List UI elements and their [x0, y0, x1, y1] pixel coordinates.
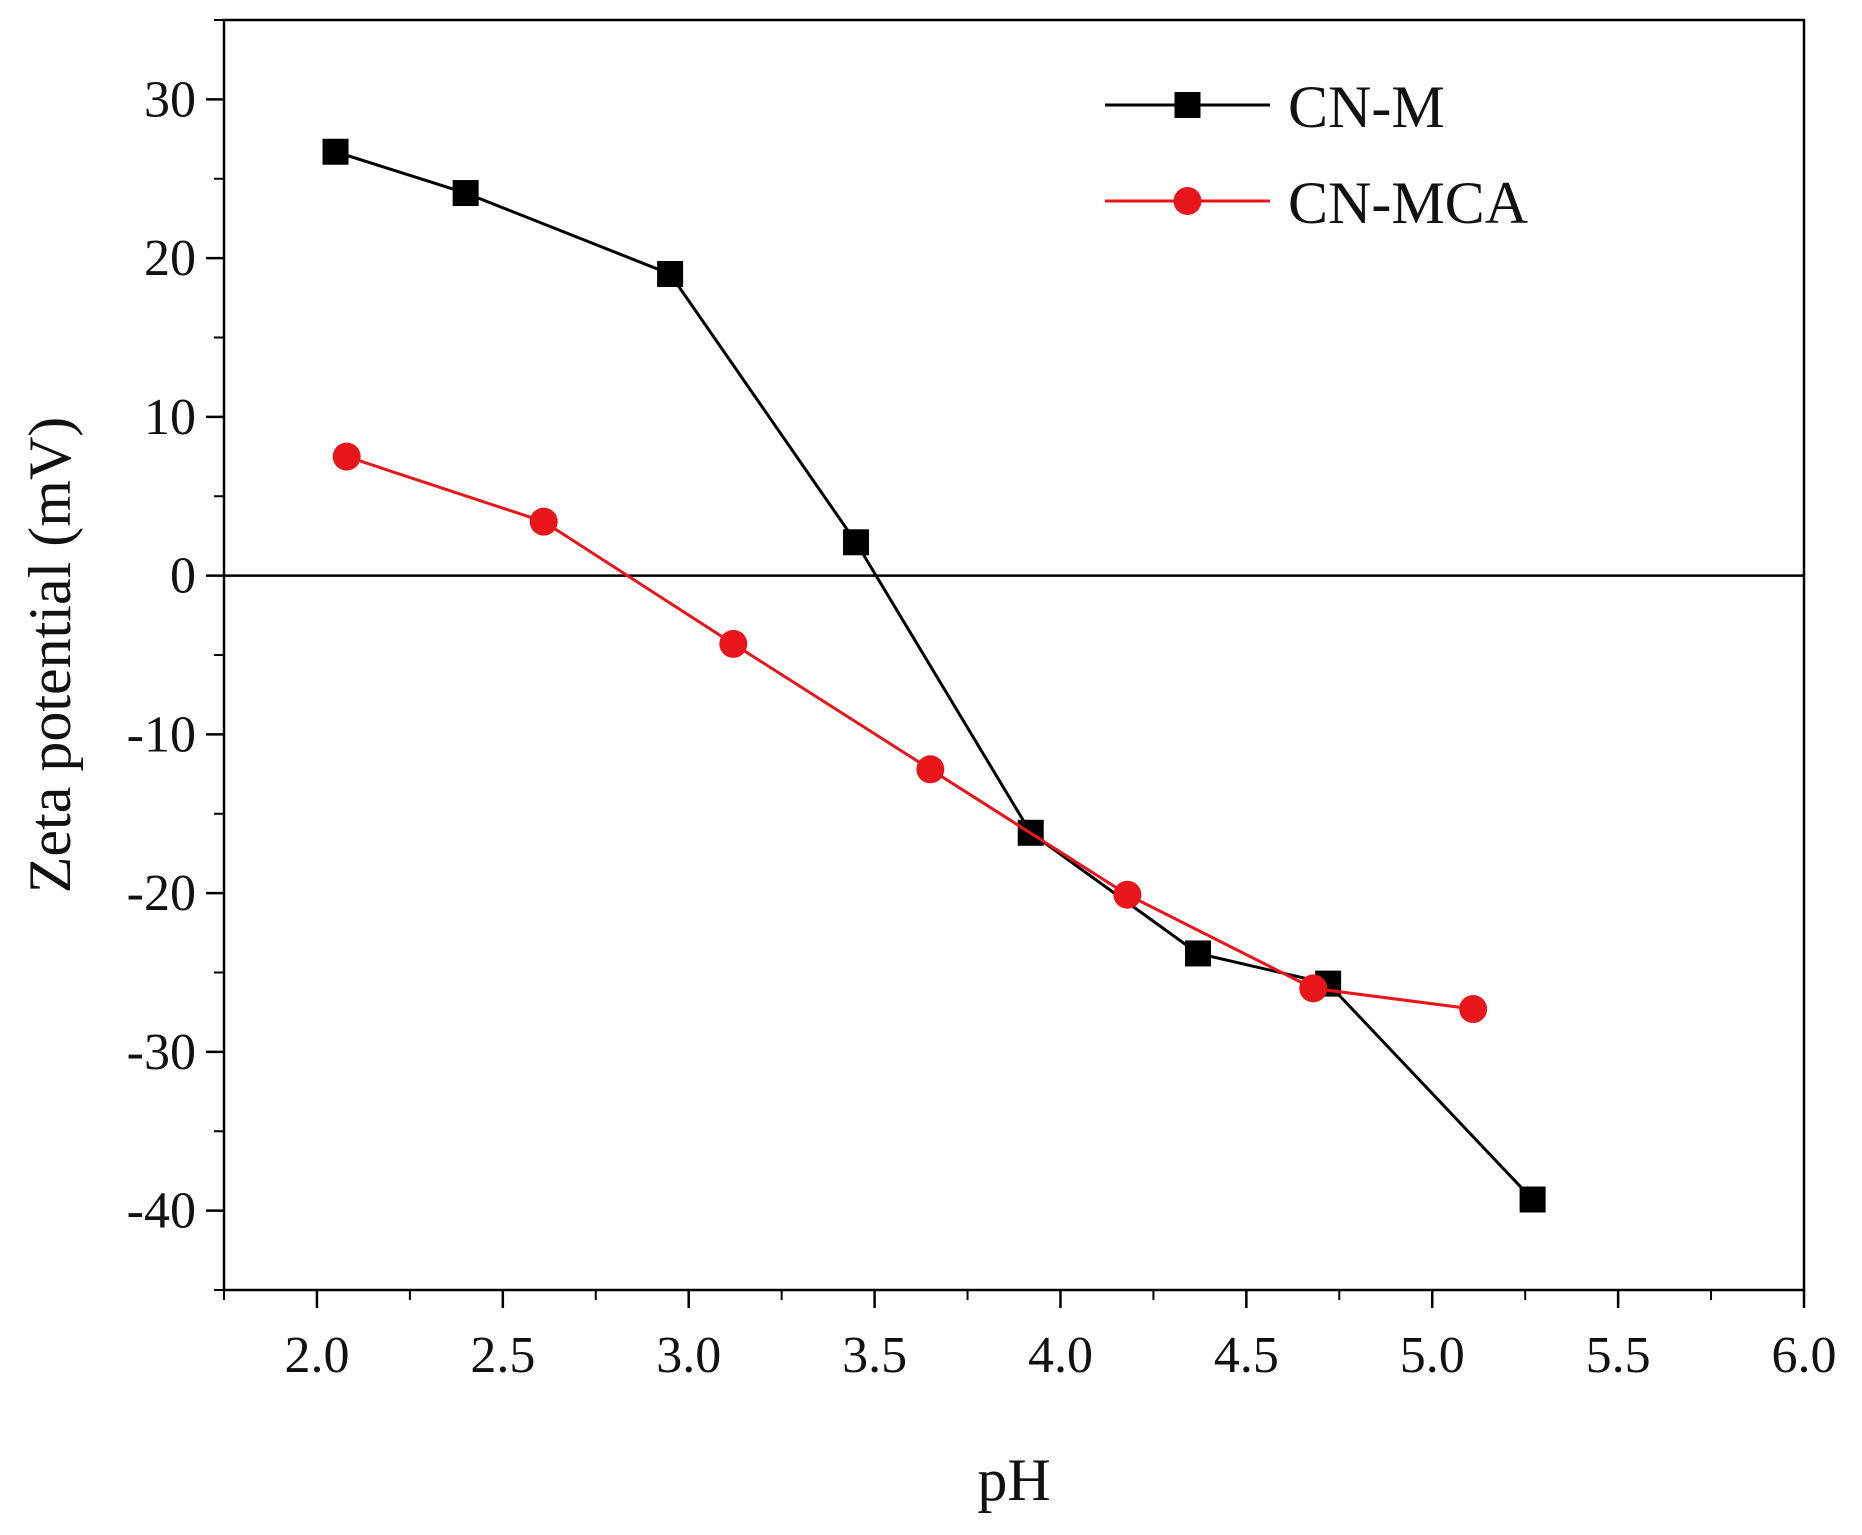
- data-point-cn-m: [657, 261, 684, 287]
- data-point-cn-m: [1519, 1186, 1546, 1213]
- data-point-cn-mca: [1113, 880, 1142, 909]
- legend-marker-cn-m: [1174, 92, 1201, 118]
- y-axis-title: Zeta potential (mV): [17, 417, 83, 893]
- x-tick-label: 3.5: [842, 1327, 907, 1384]
- data-point-cn-mca: [916, 755, 945, 784]
- legend-marker-cn-mca: [1173, 187, 1202, 215]
- legend: CN-M CN-MCA: [1105, 74, 1528, 236]
- data-point-cn-m: [843, 529, 869, 556]
- y-tick-label: 0: [170, 548, 196, 605]
- y-tick-label: 30: [144, 71, 196, 128]
- x-axis-title: pH: [977, 1447, 1050, 1513]
- plot-frame: [222, 18, 1806, 1292]
- y-tick-label: -40: [127, 1183, 196, 1240]
- data-point-cn-mca: [1299, 974, 1328, 1003]
- y-tick-label: -20: [127, 865, 196, 922]
- data-point-cn-mca: [332, 442, 361, 471]
- legend-label-cn-m: CN-M: [1288, 74, 1445, 140]
- y-tick-label: -10: [127, 706, 196, 763]
- data-point-cn-mca: [719, 629, 748, 658]
- x-tick-label: 2.0: [284, 1327, 349, 1384]
- data-point-cn-mca: [1459, 995, 1488, 1024]
- y-tick-label: 10: [144, 389, 196, 446]
- series-line-cn-m: [335, 150, 1534, 1201]
- x-tick-label: 4.0: [1028, 1327, 1093, 1384]
- series-cn-m: [322, 138, 1546, 1213]
- y-tick-label: 20: [144, 230, 196, 287]
- series-layer: [322, 138, 1546, 1213]
- data-point-cn-m: [452, 180, 479, 207]
- x-tick-label: 3.0: [656, 1327, 721, 1384]
- y-tick-label: -30: [127, 1024, 196, 1081]
- legend-label-cn-mca: CN-MCA: [1288, 170, 1528, 236]
- x-tick-label: 5.0: [1400, 1327, 1465, 1384]
- data-point-cn-mca: [529, 507, 558, 536]
- data-point-cn-m: [1185, 940, 1212, 967]
- x-tick-label: 6.0: [1772, 1327, 1837, 1384]
- x-tick-label: 2.5: [470, 1327, 535, 1384]
- series-cn-mca: [332, 442, 1488, 1024]
- data-point-cn-m: [322, 138, 349, 165]
- series-line-cn-mca: [346, 455, 1474, 1011]
- x-tick-label: 5.5: [1586, 1327, 1651, 1384]
- x-tick-label: 4.5: [1214, 1327, 1279, 1384]
- axes: 2.0 2.5 3.0 3.5 4.0 4.5 5.0 5.5 6.0 30 20 10 0 -10 -20…: [127, 18, 1837, 1384]
